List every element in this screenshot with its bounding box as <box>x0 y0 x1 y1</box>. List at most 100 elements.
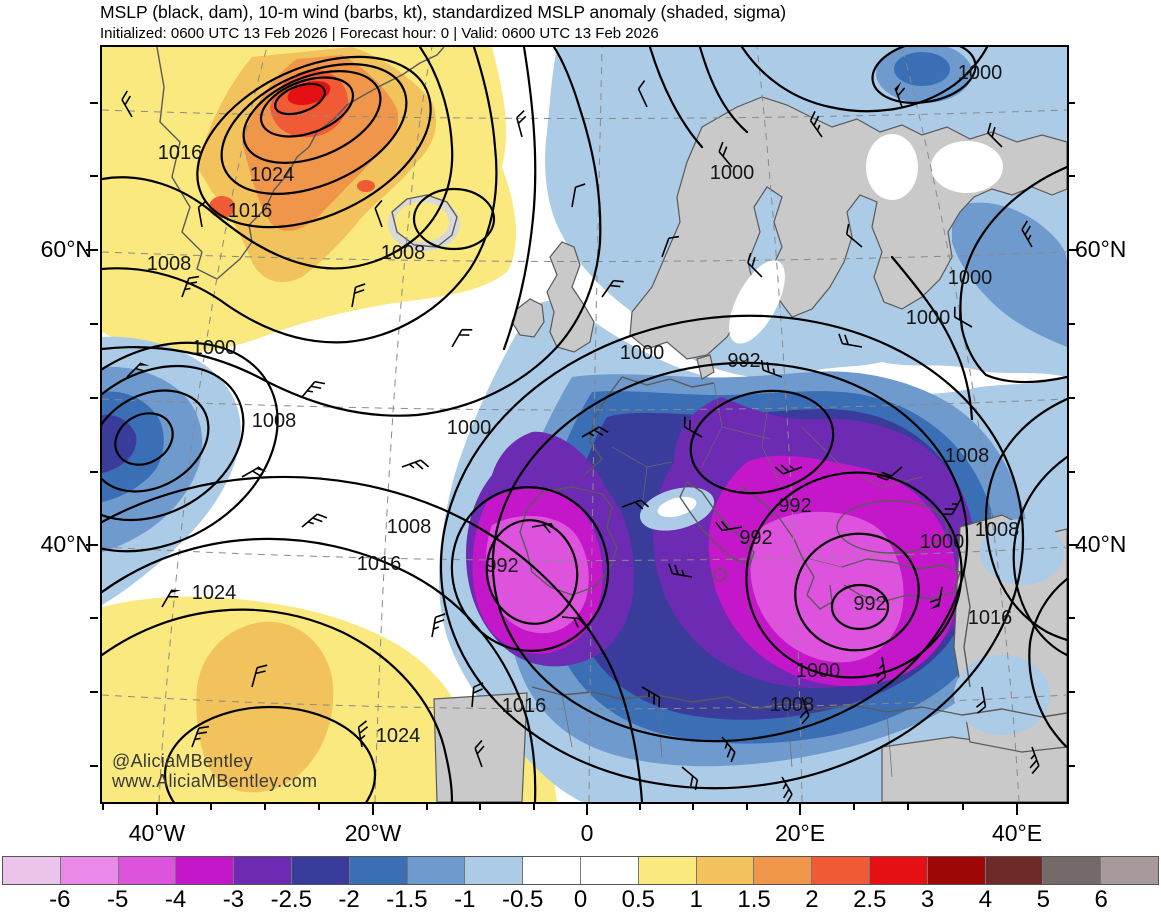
axis-tick <box>962 802 964 810</box>
colorbar-segment <box>1043 857 1102 884</box>
axis-tick <box>318 802 320 810</box>
axis-tick <box>372 802 374 815</box>
colorbar-segment <box>349 857 408 884</box>
colorbar-tick-label: 6 <box>1094 886 1108 913</box>
axis-tick <box>1067 691 1075 693</box>
contour-label: 1000 <box>906 307 951 329</box>
wind-barb <box>241 464 269 486</box>
axis-tick <box>1067 249 1079 251</box>
contour-label: 992 <box>485 555 518 577</box>
contour-label: 1008 <box>975 519 1020 541</box>
colorbar-tick-label: 2 <box>805 886 819 913</box>
colorbar-tick-label: -1.5 <box>386 886 428 913</box>
contour-label: 1000 <box>958 62 1003 84</box>
colorbar-tick-label: 0 <box>573 886 588 913</box>
contour-label: 992 <box>853 593 886 615</box>
axis-tick <box>639 802 641 810</box>
axis-tick <box>1067 397 1075 399</box>
axis-tick <box>479 802 481 810</box>
colorbar-segment <box>523 857 581 884</box>
axis-tick <box>90 323 98 325</box>
axis-tick <box>426 802 428 810</box>
colorbar-segment <box>1101 857 1158 884</box>
colorbar-tick-label: 1 <box>689 886 703 913</box>
colorbar-segment <box>118 857 177 884</box>
colorbar-segment <box>3 857 61 884</box>
colorbar-segment <box>696 857 755 884</box>
colorbar <box>2 856 1159 885</box>
contour-label: 1016 <box>357 553 402 575</box>
axis-tick <box>1067 765 1075 767</box>
colorbar-tick-label: -1 <box>454 886 476 913</box>
contour-label: 1008 <box>770 694 815 716</box>
axis-tick <box>90 471 98 473</box>
contour-label: 1000 <box>920 531 965 553</box>
contour-label: 1016 <box>968 607 1013 629</box>
axis-tick <box>746 802 748 810</box>
contour-label: 1008 <box>147 253 192 275</box>
lat-label: 40°N <box>1075 531 1127 557</box>
map-subtitle: Initialized: 0600 UTC 13 Feb 2026 | Fore… <box>100 25 659 42</box>
contour-label: 992 <box>727 350 760 372</box>
contour-labels: 1016 1024 1016 1008 1008 1000 1008 1008 1016 1024… <box>147 62 1020 747</box>
axis-tick <box>1067 544 1079 546</box>
axis-tick <box>692 802 694 810</box>
lon-label: 20°W <box>344 820 402 846</box>
axis-tick <box>102 802 104 810</box>
colorbar-tick-label: -0.5 <box>501 886 544 913</box>
colorbar-segment <box>927 857 986 884</box>
colorbar-segment <box>580 857 639 884</box>
colorbar-tick-label: 4 <box>978 886 993 913</box>
contour-label: 1016 <box>158 142 203 164</box>
axis-tick <box>799 802 801 815</box>
colorbar-tick-label: -5 <box>107 886 129 913</box>
axis-tick <box>907 802 909 810</box>
axis-tick <box>90 765 98 767</box>
wind-barb <box>451 324 474 353</box>
contour-label: 1008 <box>387 516 432 538</box>
contour-label: 1008 <box>381 242 426 264</box>
axis-tick <box>86 249 98 251</box>
contour-label: 1024 <box>376 725 421 747</box>
axis-tick <box>853 802 855 810</box>
lon-label: 40°W <box>128 820 186 846</box>
colorbar-segment <box>291 857 350 884</box>
axis-tick <box>1016 802 1018 815</box>
lat-label: 60°N <box>40 236 92 262</box>
colorbar-tick-label: 2.5 <box>853 886 887 913</box>
wind-barb <box>401 457 430 477</box>
axis-tick <box>90 397 98 399</box>
colorbar-segment <box>812 857 870 884</box>
colorbar-tick-label: -3 <box>222 886 245 913</box>
axis-tick <box>210 802 212 810</box>
axis-tick <box>90 102 98 104</box>
contour-label: 1016 <box>502 695 547 717</box>
colorbar-tick-label: 5 <box>1036 886 1050 913</box>
colorbar-tick-label: -6 <box>49 886 71 913</box>
axis-tick <box>90 617 98 619</box>
colorbar-tick-label: 1.5 <box>737 886 771 913</box>
colorbar-segment <box>985 857 1044 884</box>
lon-label: 20°E <box>774 820 826 846</box>
lon-label: 0 <box>580 820 594 846</box>
colorbar-segment <box>754 857 813 884</box>
contour-label: 1000 <box>710 162 755 184</box>
axis-tick <box>264 802 266 810</box>
contour-label: 1000 <box>620 342 665 364</box>
coastlines <box>156 47 1067 718</box>
colorbar-segment <box>465 857 524 884</box>
contour-label: 1024 <box>250 164 295 186</box>
map-canvas: 1016 1024 1016 1008 1008 1000 1008 1008 1016 1024… <box>100 45 1069 804</box>
contour-label: 1008 <box>945 445 990 467</box>
contour-label: 1008 <box>252 410 297 432</box>
axis-tick <box>1067 323 1075 325</box>
axis-tick <box>1067 617 1075 619</box>
contour-label: 1016 <box>228 200 273 222</box>
wind-barb <box>301 510 328 535</box>
colorbar-segment <box>176 857 235 884</box>
axis-tick <box>586 802 588 815</box>
colorbar-segment <box>869 857 928 884</box>
colorbar-tick-label: -2.5 <box>270 886 312 913</box>
contour-label: 1024 <box>192 582 237 604</box>
